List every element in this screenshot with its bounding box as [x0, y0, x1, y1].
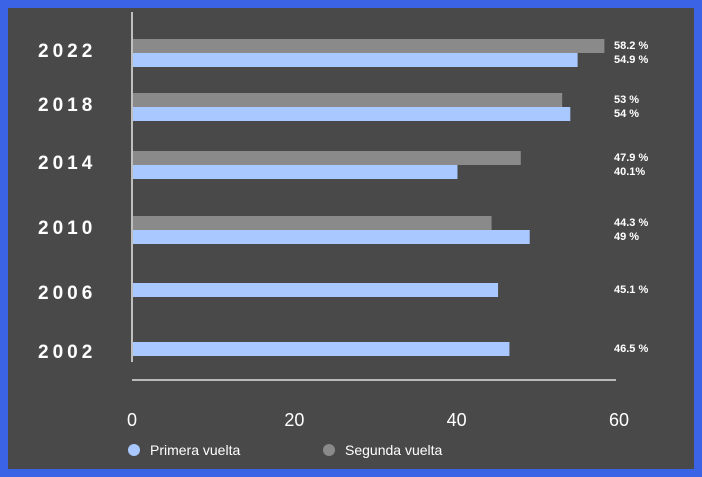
- bar-primera-2006: [133, 283, 499, 297]
- bar-segunda-2022: [133, 39, 605, 53]
- bar-segunda-2014: [133, 151, 521, 165]
- bar-primera-2022: [133, 53, 578, 67]
- x-tick-label-60: 60: [609, 410, 629, 430]
- category-label-2014: 2014: [38, 153, 96, 174]
- legend-swatch-1: [128, 444, 140, 456]
- value-label-primera-2014: 40.1%: [614, 166, 645, 178]
- bar-segunda-2010: [133, 216, 492, 230]
- bar-primera-2002: [133, 342, 510, 356]
- value-label-segunda-2018: 53 %: [614, 94, 639, 106]
- category-label-2002: 2002: [38, 342, 96, 363]
- value-label-segunda-2022: 58.2 %: [614, 40, 648, 52]
- category-label-2006: 2006: [38, 283, 96, 304]
- bar-segunda-2018: [133, 93, 563, 107]
- legend-label-2: Segunda vuelta: [345, 442, 443, 458]
- bar-chart: 2022 2018 2014 2010 2006 2002 58.2 % 54.9 % 53 %…: [38, 12, 648, 458]
- legend-label-1: Primera vuelta: [150, 442, 240, 458]
- bar-primera-2010: [133, 230, 530, 244]
- value-label-primera-2018: 54 %: [614, 108, 639, 120]
- category-label-2022: 2022: [38, 41, 96, 62]
- category-label-2018: 2018: [38, 95, 96, 116]
- value-label-segunda-2010: 44.3 %: [614, 217, 648, 229]
- bar-primera-2014: [133, 165, 458, 179]
- value-label-primera-2022: 54.9 %: [614, 54, 648, 66]
- x-tick-label-0: 0: [127, 410, 137, 430]
- x-tick-label-40: 40: [447, 410, 467, 430]
- category-label-2010: 2010: [38, 218, 96, 239]
- bar-primera-2018: [133, 107, 571, 121]
- value-label-primera-2002: 46.5 %: [614, 343, 648, 355]
- chart-panel: 2022 2018 2014 2010 2006 2002 58.2 % 54.9 % 53 %…: [8, 8, 694, 469]
- value-label-segunda-2014: 47.9 %: [614, 152, 648, 164]
- x-tick-label-20: 20: [284, 410, 304, 430]
- legend-swatch-2: [323, 444, 335, 456]
- value-label-primera-2006: 45.1 %: [614, 284, 648, 296]
- value-label-primera-2010: 49 %: [614, 231, 639, 243]
